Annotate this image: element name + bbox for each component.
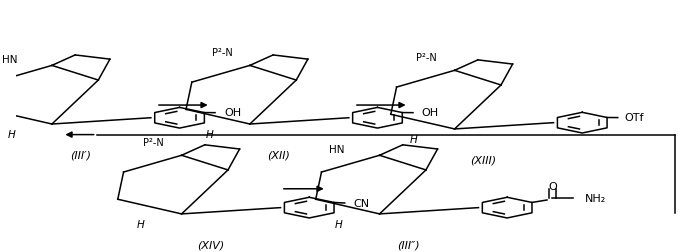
Text: HN: HN: [1, 55, 17, 65]
Text: NH₂: NH₂: [585, 193, 606, 203]
Text: (XIII): (XIII): [470, 154, 497, 164]
Text: H: H: [205, 130, 213, 140]
Text: (XII): (XII): [267, 149, 290, 160]
Text: OH: OH: [422, 108, 439, 118]
Text: OH: OH: [224, 108, 241, 118]
Text: OTf: OTf: [624, 113, 644, 123]
Text: (III″): (III″): [397, 239, 420, 249]
Text: H: H: [335, 219, 343, 230]
Text: HN: HN: [329, 144, 344, 154]
Text: (XIV): (XIV): [197, 239, 224, 249]
Text: H: H: [137, 219, 145, 230]
Text: H: H: [410, 135, 418, 145]
Text: O: O: [548, 181, 556, 191]
Text: P²-N: P²-N: [211, 48, 232, 58]
Text: P²-N: P²-N: [416, 53, 438, 63]
Text: CN: CN: [354, 198, 370, 208]
Text: H: H: [8, 130, 15, 140]
Text: P²-N: P²-N: [144, 137, 164, 147]
Text: (III′): (III′): [71, 149, 92, 160]
